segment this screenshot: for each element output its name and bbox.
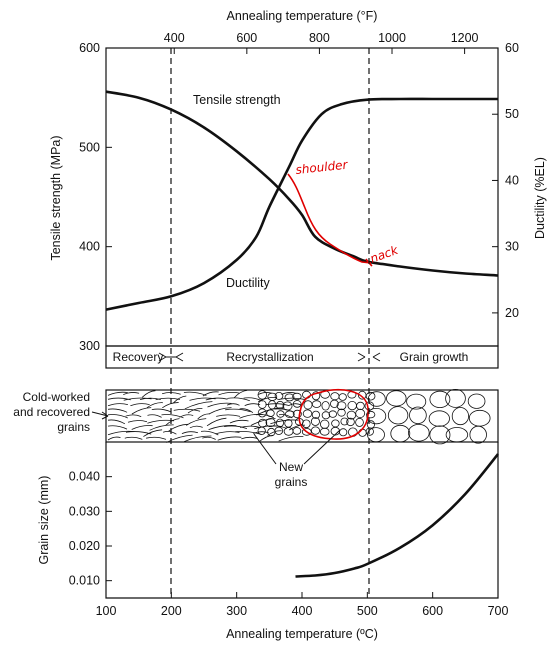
top-axis-title: Annealing temperature (°F) [227, 9, 378, 23]
right-axis-ticks: 20 30 40 50 60 [492, 41, 519, 320]
upper-plot-frame [105, 47, 499, 347]
handwritten-neck-note: nack [368, 243, 401, 266]
new-grains-pattern [257, 390, 376, 437]
cold-worked-label-2: and recovered [13, 405, 90, 419]
bottom-tick-label-500: 500 [357, 604, 378, 618]
cold-worked-label-3: grains [57, 420, 90, 434]
ductility-label: Ductility [226, 276, 271, 290]
cold-worked-label-1: Cold-worked [23, 390, 90, 404]
grown-grains-pattern [366, 388, 491, 445]
right-tick-label-50: 50 [505, 107, 519, 121]
microstructure-band [105, 388, 499, 445]
handwritten-circle [298, 388, 369, 440]
right-tick-label-20: 20 [505, 306, 519, 320]
ductility-curve [105, 97, 498, 311]
left-tick-label-600: 600 [79, 41, 100, 55]
lower-y-axis-title: Grain size (mm) [37, 476, 51, 565]
lower-y-ticks: 0.010 0.020 0.030 0.040 [69, 470, 112, 588]
new-grains-label-1: New [279, 460, 303, 474]
tensile-strength-curve [105, 90, 499, 277]
region-grain-growth: Grain growth [400, 350, 469, 364]
right-tick-label-30: 30 [505, 240, 519, 254]
region-arrows [158, 352, 381, 362]
grain-tick-label-0.030: 0.030 [69, 504, 100, 518]
region-recrystallization: Recrystallization [226, 350, 313, 364]
region-strip [105, 345, 499, 369]
bottom-tick-label-300: 300 [226, 604, 247, 618]
left-axis-title: Tensile strength (MPa) [49, 135, 63, 260]
handwritten-shoulder-trace [287, 173, 372, 264]
new-grains-pointer-right [303, 429, 341, 465]
grain-tick-label-0.010: 0.010 [69, 574, 100, 588]
top-tick-label-400: 400 [164, 31, 185, 45]
new-grains-pointer-left [253, 433, 277, 465]
top-tick-label-600: 600 [236, 31, 257, 45]
cold-worked-pointer [91, 411, 109, 420]
top-axis-ticks: 400 600 800 1000 1200 [164, 31, 479, 54]
bottom-tick-label-200: 200 [161, 604, 182, 618]
region-recovery: Recovery [113, 350, 164, 364]
bottom-tick-label-400: 400 [292, 604, 313, 618]
bottom-axis-title: Annealing temperature (ºC) [226, 627, 378, 641]
right-tick-label-40: 40 [505, 173, 519, 187]
left-tick-label-300: 300 [79, 339, 100, 353]
tensile-strength-label: Tensile strength [193, 93, 281, 107]
left-tick-label-400: 400 [79, 240, 100, 254]
grain-tick-label-0.040: 0.040 [69, 470, 100, 484]
left-axis-ticks: 300 400 500 600 [79, 41, 112, 353]
bottom-tick-label-100: 100 [96, 604, 117, 618]
top-tick-label-1200: 1200 [451, 31, 479, 45]
grain-tick-label-0.020: 0.020 [69, 539, 100, 553]
left-tick-label-500: 500 [79, 140, 100, 154]
bottom-tick-label-700: 700 [488, 604, 509, 618]
top-tick-label-800: 800 [309, 31, 330, 45]
grain-size-curve [295, 453, 500, 578]
bottom-tick-label-600: 600 [422, 604, 443, 618]
handwritten-shoulder-note: shoulder [295, 158, 349, 177]
right-tick-label-60: 60 [505, 41, 519, 55]
new-grains-label-2: grains [275, 475, 308, 489]
right-axis-title: Ductility (%EL) [533, 157, 547, 239]
bottom-axis-ticks: 100 200 300 400 500 600 700 [96, 592, 509, 618]
top-tick-label-1000: 1000 [378, 31, 406, 45]
